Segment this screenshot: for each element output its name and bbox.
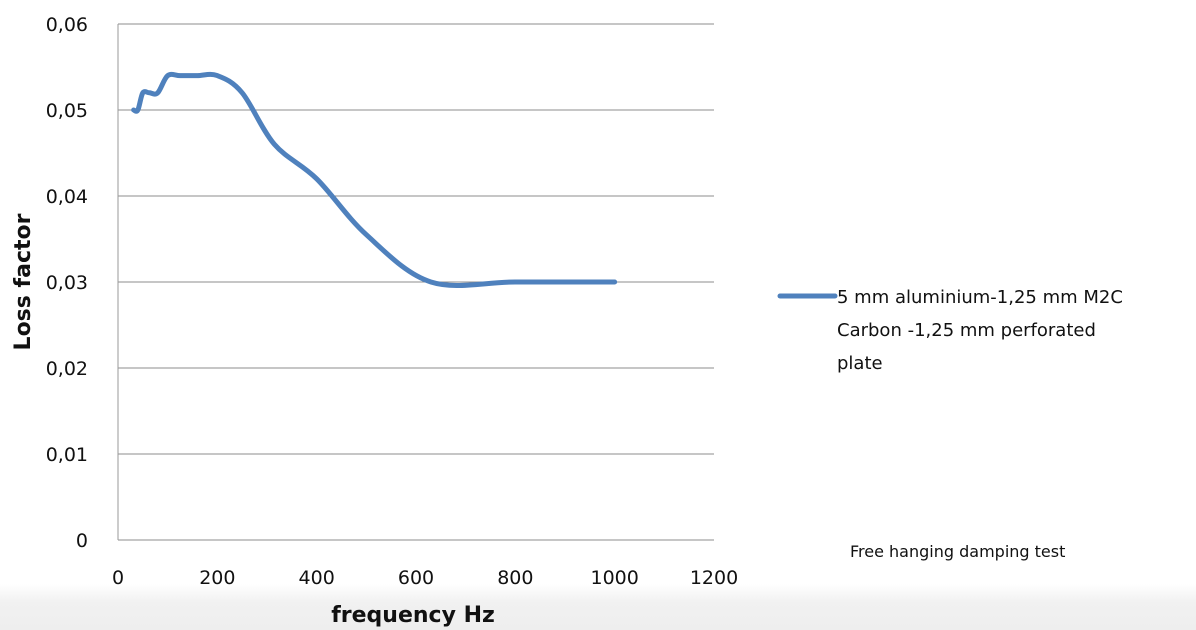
- x-axis-title: frequency Hz: [331, 603, 495, 628]
- x-tick-label: 400: [299, 567, 335, 589]
- y-axis-title: Loss factor: [11, 213, 36, 350]
- x-tick-labels: 0 200 400 600 800 1000 1200: [112, 567, 738, 589]
- y-tick-label: 0,06: [46, 14, 88, 36]
- x-tick-label: 600: [398, 567, 434, 589]
- series-group: [131, 71, 618, 288]
- x-tick-label: 0: [112, 567, 124, 589]
- series-line-0: [131, 71, 618, 288]
- y-tick-labels: 0 0,01 0,02 0,03 0,04 0,05 0,06: [46, 14, 88, 552]
- y-tick-label: 0: [76, 530, 88, 552]
- legend-label-line-3: plate: [837, 353, 883, 374]
- y-tick-label: 0,04: [46, 186, 88, 208]
- x-tick-label: 200: [199, 567, 235, 589]
- y-tick-label: 0,02: [46, 358, 88, 380]
- legend-label-line-1: 5 mm aluminium-1,25 mm M2C: [837, 287, 1123, 308]
- x-tick-label: 1200: [690, 567, 738, 589]
- x-tick-label: 800: [497, 567, 533, 589]
- y-tick-label: 0,03: [46, 272, 88, 294]
- y-tick-label: 0,01: [46, 444, 88, 466]
- x-tick-label: 1000: [590, 567, 638, 589]
- legend: 5 mm aluminium-1,25 mm M2C Carbon -1,25 …: [777, 287, 1123, 374]
- legend-label-line-2: Carbon -1,25 mm perforated: [837, 320, 1096, 341]
- annotation-note: Free hanging damping test: [850, 542, 1065, 561]
- bottom-band: [0, 584, 1196, 630]
- y-tick-label: 0,05: [46, 100, 88, 122]
- gridlines: [118, 23, 714, 541]
